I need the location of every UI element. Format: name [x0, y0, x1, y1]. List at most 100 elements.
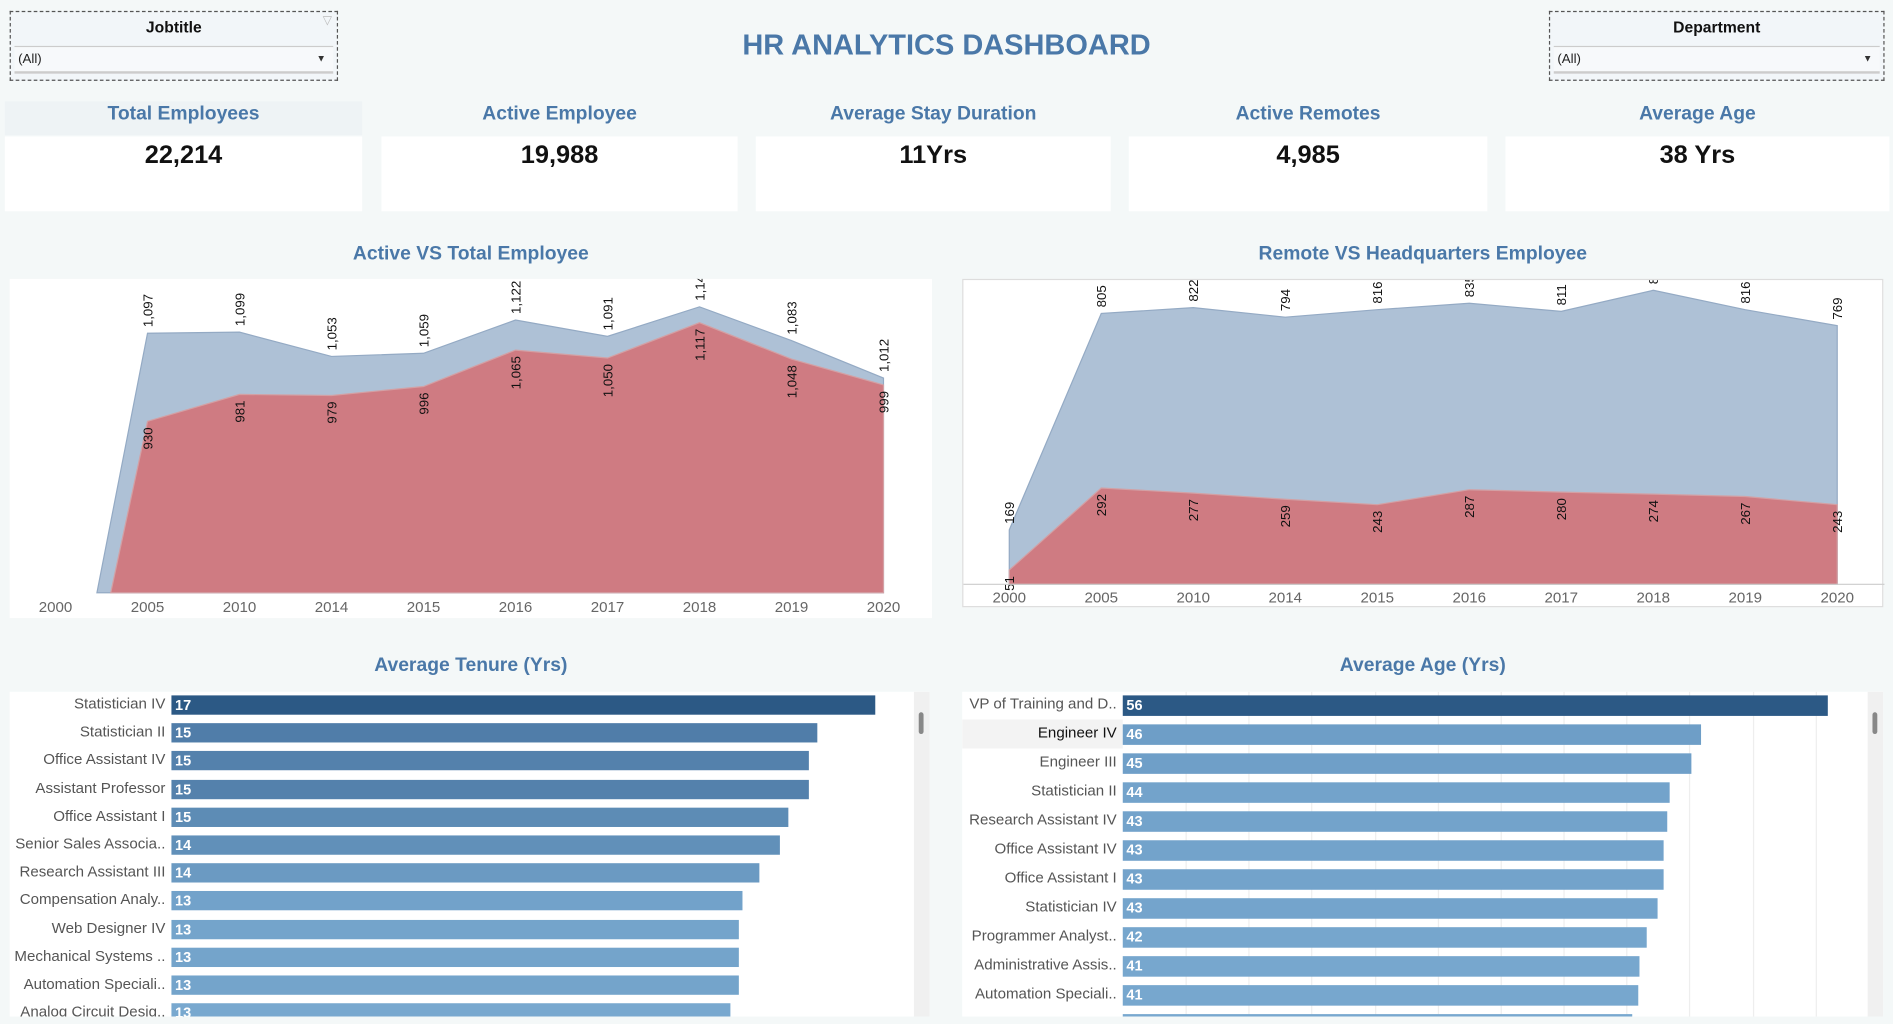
bar[interactable]: 14 — [171, 835, 781, 855]
bar[interactable]: 17 — [171, 695, 876, 715]
bar[interactable]: 13 — [171, 975, 739, 995]
data-label: 267 — [1738, 503, 1753, 525]
bar[interactable]: 43 — [1122, 868, 1665, 890]
bar-value-label: 44 — [1126, 782, 1143, 800]
gridline — [1752, 691, 1754, 1017]
department-dropdown[interactable]: (All) ▼ — [1553, 45, 1880, 74]
scrollbar[interactable] — [1867, 691, 1884, 1017]
bar[interactable]: 13 — [171, 919, 739, 939]
kpi-label: Total Employees — [4, 101, 363, 136]
data-label: 996 — [416, 393, 431, 415]
bar[interactable]: 15 — [171, 807, 789, 827]
bar[interactable]: 56 — [1122, 694, 1828, 716]
bar[interactable]: 15 — [171, 779, 810, 799]
bar[interactable]: 43 — [1122, 810, 1667, 832]
bar-value-label: 43 — [1126, 811, 1143, 829]
data-label: 169 — [1002, 502, 1017, 524]
bar-category-label: Research Assistant III — [19, 863, 166, 881]
bar[interactable]: 13 — [171, 891, 743, 911]
area-series-1 — [1008, 487, 1838, 585]
data-label: 287 — [1462, 496, 1477, 518]
scrollbar-thumb[interactable] — [918, 712, 924, 735]
data-label: 1,091 — [600, 297, 615, 330]
bar[interactable]: 13 — [171, 1003, 731, 1017]
bar[interactable]: 14 — [171, 863, 760, 883]
data-label: 1,122 — [508, 281, 523, 314]
bar-category-label: Engineer III — [1039, 753, 1117, 771]
bar[interactable]: 13 — [171, 947, 739, 967]
bar-value-label: 15 — [175, 752, 192, 770]
bar[interactable]: 45 — [1122, 752, 1692, 774]
bar[interactable]: 42 — [1122, 926, 1647, 948]
data-label: 243 — [1830, 511, 1845, 533]
kpi-value: 22,214 — [4, 136, 363, 212]
x-tick-label: 2017 — [591, 599, 625, 616]
bar-category-label: Statistician II — [1031, 782, 1117, 800]
bar-value-label: 56 — [1126, 695, 1143, 713]
bar-value-label: 46 — [1126, 724, 1143, 742]
bar-category-label: Compensation Analy.. — [19, 891, 166, 909]
bar[interactable]: 15 — [171, 751, 810, 771]
bar[interactable]: 43 — [1122, 897, 1658, 919]
bar-category-label: Office Assistant IV — [43, 751, 166, 769]
chevron-down-icon: ▼ — [1862, 53, 1873, 64]
jobtitle-filter: Jobtitle ▽ (All) ▼ — [9, 10, 339, 81]
bar-row[interactable] — [962, 719, 1123, 749]
x-tick-label: 2005 — [1084, 589, 1118, 606]
data-label: 1,147 — [692, 279, 707, 301]
bar-category-label: VP of Training and D.. — [969, 695, 1117, 713]
bar[interactable]: 46 — [1122, 723, 1701, 745]
jobtitle-filter-label: Jobtitle — [145, 18, 202, 37]
x-tick-label: 2014 — [1268, 589, 1302, 606]
x-tick-label: 2016 — [1452, 589, 1486, 606]
data-label: 1,012 — [876, 339, 891, 372]
data-label: 805 — [1094, 285, 1109, 307]
data-label: 277 — [1186, 499, 1201, 521]
bar-category-label: Analog Circuit Desig.. — [20, 1003, 166, 1017]
bar-category-label: Office Assistant I — [1004, 869, 1117, 887]
data-label: 873 — [1646, 280, 1661, 284]
area-series-1 — [109, 322, 885, 594]
bar[interactable]: 43 — [1122, 839, 1665, 861]
data-label: 822 — [1186, 280, 1201, 302]
x-tick-label: 2010 — [223, 599, 257, 616]
bar-value-label: 13 — [175, 976, 192, 994]
gridline — [1689, 691, 1691, 1017]
jobtitle-dropdown[interactable]: (All) ▼ — [14, 45, 334, 74]
bar-category-label: Research Assistant IV — [969, 811, 1117, 829]
data-label: 811 — [1554, 284, 1569, 305]
data-label: 816 — [1738, 282, 1753, 304]
kpi-value: 19,988 — [381, 136, 738, 212]
data-label: 999 — [876, 391, 891, 413]
bar[interactable] — [1122, 1013, 1633, 1017]
bar[interactable]: 41 — [1122, 955, 1640, 977]
page-title: HR ANALYTICS DASHBOARD — [742, 28, 1151, 62]
bar-value-label: 41 — [1126, 985, 1143, 1003]
bar[interactable]: 41 — [1122, 984, 1638, 1006]
bar-category-label: Statistician II — [79, 723, 166, 741]
x-tick-label: 2018 — [1636, 589, 1670, 606]
x-tick-label: 2017 — [1544, 589, 1578, 606]
scrollbar[interactable] — [913, 691, 930, 1017]
bar-value-label: 13 — [175, 920, 192, 938]
bar[interactable]: 15 — [171, 723, 818, 743]
bar[interactable]: 44 — [1122, 781, 1670, 803]
active-vs-total-chart: 1,097 1,099 1,053 1,059 1,122 1,091 1,147 1,083… — [9, 268, 933, 619]
bar-value-label: 13 — [175, 948, 192, 966]
bar-category-label: Mechanical Systems .. — [14, 947, 166, 965]
data-label: 1,050 — [600, 364, 615, 397]
average-age-chart: VP of Training and D.. 56 Engineer IV 46 Eng… — [962, 691, 1884, 1017]
kpi-label: Average Age — [1639, 103, 1756, 125]
scrollbar-thumb[interactable] — [1872, 712, 1878, 735]
bar-value-label: 13 — [175, 1004, 192, 1017]
data-label: 1,097 — [140, 294, 155, 327]
bar-category-label: Assistant Professor — [35, 779, 166, 797]
bar-row[interactable] — [962, 1009, 1123, 1016]
funnel-icon[interactable]: ▽ — [322, 14, 332, 28]
x-tick-label: 2019 — [1728, 589, 1762, 606]
data-label: 1,065 — [508, 356, 523, 389]
data-label: 1,099 — [232, 293, 247, 326]
x-tick-label: 2020 — [1820, 589, 1854, 606]
kpi-label: Average Stay Duration — [829, 103, 1037, 125]
chart-title-average-age: Average Age (Yrs) — [1339, 655, 1506, 677]
